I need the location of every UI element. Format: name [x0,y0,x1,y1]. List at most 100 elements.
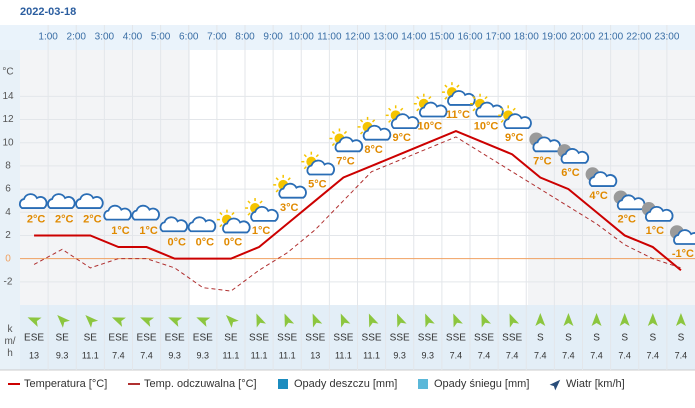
weather-icon [470,93,504,118]
sun-ray [315,154,319,158]
wind-arrow [256,313,266,328]
wind-dir: SSE [249,333,269,344]
weather-icon [498,105,532,130]
hour-label: 11:00 [317,32,342,43]
wind-speed: 7.4 [506,350,519,360]
wind-dir: SSE [305,333,325,344]
cloud [131,204,160,221]
wind-dir: SSE [333,333,353,344]
sun-ray [416,108,420,112]
wind-speed: 7.4 [450,350,463,360]
hour-label: 21:00 [598,32,623,43]
sun-ray [303,166,307,170]
y-label: °C [2,67,13,78]
weather-icon [47,193,76,209]
cloud [673,229,695,245]
sun-ray [444,84,448,88]
temp-label: 9°C [505,132,524,144]
hour-label: 13:00 [373,32,398,43]
wind-arrow [535,313,546,326]
wind-arrow [368,313,379,328]
line [34,130,682,271]
legend-label: Wiatr [km/h] [566,378,625,390]
wind-dir: SE [84,333,98,344]
wind-dir: SSE [474,333,494,344]
wind-speed: 9.3 [393,350,406,360]
weather-icon [529,132,562,153]
temp-label: 4°C [589,190,608,202]
wind-dir: S [649,333,656,344]
hour-label: 9:00 [263,32,283,43]
wind-speed: 7.4 [140,350,153,360]
wind-dir: ESE [24,333,44,344]
wind-dir: ESE [193,333,213,344]
weather-icon [18,193,48,209]
sun-ray [287,177,291,181]
cloud [75,193,104,209]
wind-dir: SSE [418,333,438,344]
wind-arrow [647,313,658,326]
hour-label: 5:00 [151,32,171,43]
cloud [447,90,476,106]
wind-speed: 11.1 [335,350,352,360]
y-tick-label: 6 [5,184,11,195]
legend-label: Temp. odczuwalna [°C] [144,378,257,390]
weather-icon [669,225,695,245]
sun-ray [219,224,223,228]
wind-arrow [225,315,239,328]
sun-ray [388,107,392,111]
y-tick-label: 10 [2,137,14,148]
cloud [560,148,590,164]
wind-speed: 7.4 [618,350,631,360]
weather-icon [301,151,336,176]
wind-arrow [481,313,491,328]
sun-ray [388,119,392,123]
wind-dir: SSE [446,333,466,344]
temp-label: 1°C [139,225,158,237]
hour-label: 15:00 [429,32,454,43]
wind-arrow [196,317,211,327]
weather-icon [245,198,279,222]
weather-icon [216,209,251,234]
weather-icon [75,193,104,209]
sun-ray [359,119,364,123]
sun-ray [275,189,279,193]
hour-label: 7:00 [207,32,227,43]
wind-dir: S [678,333,685,344]
legend-label: Temperatura [°C] [24,378,107,390]
wind-dir: SE [56,333,70,344]
hour-label: 2:00 [67,32,87,43]
wind-dir: S [537,333,544,344]
temp-label: 2°C [617,213,636,225]
wind-arrow [27,317,42,327]
wind-arrow [453,313,463,328]
sun-ray [275,177,279,181]
temp-label: 2°C [83,213,102,225]
wind-dir: SSE [502,333,522,344]
temp-label: 0°C [224,237,243,249]
temp-label: 1°C [111,225,130,237]
y-tick-label: 8 [5,161,11,172]
hour-label: 22:00 [626,32,651,43]
temp-label: 2°C [27,213,46,225]
weather-icon [557,144,590,164]
temp-label: 10°C [418,121,443,133]
sun-ray [331,142,336,147]
hour-label: 10:00 [289,32,314,43]
legend-swatch [278,379,288,389]
temp-label: 7°C [533,155,552,167]
hour-band [0,25,695,50]
y-tick-label: 0 [5,253,11,264]
temp-label: 10°C [474,121,499,133]
wind-dir: SE [224,333,238,344]
sun-ray [444,96,448,100]
cloud [475,101,504,118]
wind-speed: 7.4 [112,350,125,360]
wind-arrow [57,315,70,328]
cloud [47,193,76,209]
cloud [390,113,420,130]
wind-speed: 7.4 [562,350,575,360]
cloud [222,217,251,234]
